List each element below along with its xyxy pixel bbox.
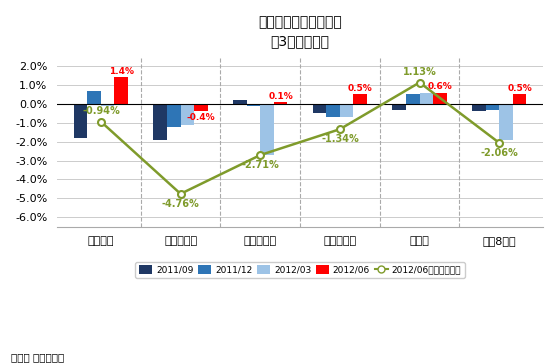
- Bar: [499, 104, 513, 140]
- Text: 0.5%: 0.5%: [348, 84, 373, 93]
- Text: -2.71%: -2.71%: [242, 161, 279, 170]
- Bar: [88, 91, 101, 104]
- Bar: [233, 100, 247, 104]
- Text: 1.13%: 1.13%: [403, 67, 436, 77]
- Text: 1.4%: 1.4%: [109, 67, 134, 76]
- Text: 出所） 豪州統計局: 出所） 豪州統計局: [11, 352, 64, 362]
- Bar: [392, 104, 406, 110]
- Text: 0.1%: 0.1%: [268, 92, 293, 101]
- Bar: [313, 104, 326, 113]
- Bar: [472, 104, 485, 111]
- Bar: [340, 104, 353, 117]
- Bar: [433, 92, 446, 104]
- Title: 住宅価格指数の変動率
（3ヵ月前比）: 住宅価格指数の変動率 （3ヵ月前比）: [258, 15, 342, 48]
- Bar: [326, 104, 340, 117]
- Text: 0.6%: 0.6%: [427, 82, 452, 91]
- Bar: [420, 92, 433, 104]
- Bar: [181, 104, 194, 124]
- Bar: [485, 104, 499, 110]
- Text: -4.76%: -4.76%: [162, 199, 199, 209]
- Bar: [247, 104, 260, 106]
- Bar: [353, 94, 367, 104]
- Bar: [101, 104, 114, 106]
- Text: -0.94%: -0.94%: [82, 106, 120, 116]
- Bar: [274, 102, 287, 104]
- Bar: [153, 104, 167, 140]
- Bar: [260, 104, 274, 155]
- Text: 0.5%: 0.5%: [507, 84, 532, 93]
- Bar: [513, 94, 526, 104]
- Legend: 2011/09, 2011/12, 2012/03, 2012/06, 2012/06の前年同期比: 2011/09, 2011/12, 2012/03, 2012/06, 2012…: [135, 262, 465, 278]
- Text: -1.34%: -1.34%: [321, 134, 359, 145]
- Text: -2.06%: -2.06%: [480, 148, 518, 158]
- Text: -0.4%: -0.4%: [186, 112, 215, 122]
- Bar: [167, 104, 181, 127]
- Bar: [406, 94, 420, 104]
- Bar: [74, 104, 88, 138]
- Bar: [194, 104, 208, 111]
- Bar: [114, 78, 128, 104]
